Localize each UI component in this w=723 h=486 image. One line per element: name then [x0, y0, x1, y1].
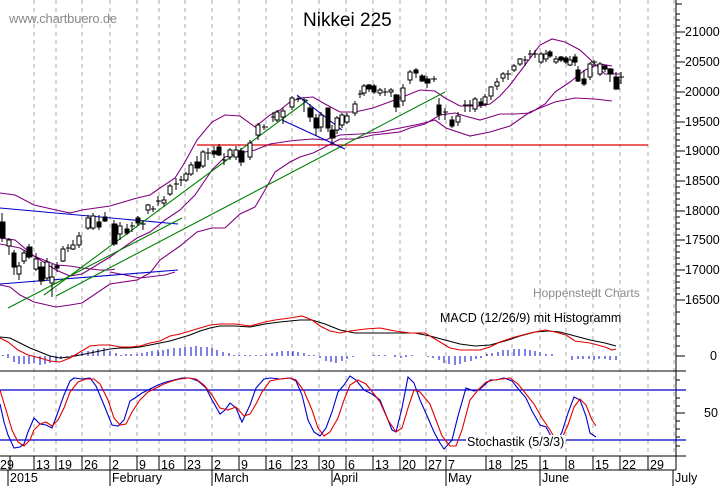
date-tick: 1: [542, 458, 549, 472]
credit-label: Hoppenstedt Charts: [533, 286, 640, 300]
date-tick: 6: [348, 458, 355, 472]
price-tick: 18000: [685, 204, 720, 218]
date-tick: 16: [161, 458, 175, 472]
date-tick: 9: [139, 458, 146, 472]
date-tick: 2: [214, 458, 221, 472]
date-tick: 13: [36, 458, 50, 472]
date-tick: 8: [568, 458, 575, 472]
date-tick: 23: [187, 458, 201, 472]
macd-line: [0, 315, 617, 363]
price-tick: 21000: [685, 25, 720, 39]
stoch-d-line: [0, 377, 597, 447]
macd-label: MACD (12/26/9) mit Histogramm: [440, 311, 622, 325]
stoch-reference-lines: [0, 389, 686, 441]
macd-signal-line: [0, 319, 617, 359]
date-tick: 18: [488, 458, 502, 472]
candlesticks: [0, 50, 624, 297]
price-tick: 16500: [685, 293, 720, 307]
trend-lines: [0, 91, 446, 309]
date-tick-marks: [7, 456, 674, 486]
bollinger-bands: [0, 38, 620, 308]
price-tick: 17000: [685, 263, 720, 277]
date-tick: 15: [595, 458, 609, 472]
stochastic-label: Stochastik (5/3/3): [466, 435, 566, 449]
date-tick: 30: [321, 458, 335, 472]
vertical-grid: [33, 0, 675, 456]
date-tick: 29: [0, 458, 14, 472]
date-tick: 9: [241, 458, 248, 472]
panel-separators: [0, 370, 686, 471]
date-tick: 22: [622, 458, 636, 472]
month-label: July: [675, 471, 698, 485]
macd-zero-tick: 0: [710, 349, 717, 363]
date-tick: 27: [428, 458, 442, 472]
date-tick: 16: [268, 458, 282, 472]
date-tick: 7: [448, 458, 455, 472]
month-label: April: [333, 471, 359, 485]
date-tick: 2: [112, 458, 119, 472]
month-label: March: [214, 471, 249, 485]
price-tick: 17500: [685, 233, 720, 247]
date-tick: 26: [84, 458, 98, 472]
price-tick: 19500: [685, 115, 720, 129]
price-tick: 20000: [685, 85, 720, 99]
date-tick: 23: [294, 458, 308, 472]
month-label: 2015: [10, 471, 38, 485]
month-label: February: [112, 471, 163, 485]
stoch-50-tick: 50: [704, 406, 718, 420]
month-label: May: [448, 471, 472, 485]
month-label: June: [542, 471, 570, 485]
date-tick: 29: [650, 458, 664, 472]
right-axis: [675, 0, 685, 470]
date-tick: 25: [514, 458, 528, 472]
date-tick: 19: [58, 458, 72, 472]
chart-title: Nikkei 225: [303, 10, 392, 31]
date-tick: 13: [375, 458, 389, 472]
price-tick: 20500: [685, 55, 720, 69]
watermark: www.chartbuero.de: [9, 11, 117, 26]
macd-histogram: [2, 346, 617, 365]
price-tick: 18500: [685, 174, 720, 188]
price-tick: 19000: [685, 144, 720, 158]
date-tick: 20: [402, 458, 416, 472]
